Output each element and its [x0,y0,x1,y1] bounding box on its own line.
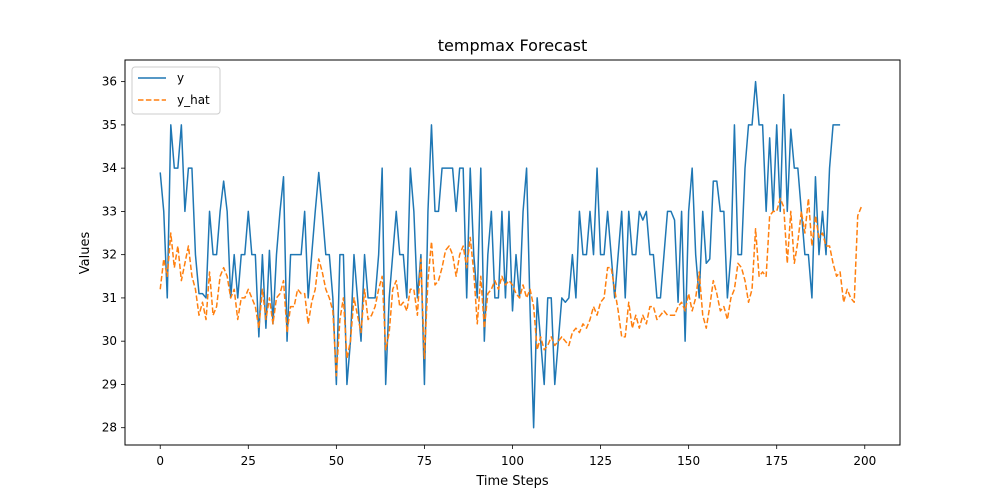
x-tick-label: 0 [156,454,164,468]
x-tick-label: 100 [501,454,524,468]
series-line-y-hat [159,197,862,377]
x-axis-label: Time Steps [475,474,549,489]
y-tick-label: 35 [102,118,117,132]
x-tick-label: 75 [417,454,432,468]
chart-title: tempmax Forecast [438,36,588,55]
y-tick-label: 33 [102,204,117,218]
x-tick-label: 25 [241,454,256,468]
x-tick-label: 150 [677,454,700,468]
y-tick-label: 34 [102,161,117,175]
legend-label-y: y [177,71,184,85]
x-axis: 0 25 50 75 100 125 150 175 200 [156,445,876,468]
x-tick-label: 200 [853,454,876,468]
y-tick-label: 29 [102,377,117,391]
y-axis: 28 29 30 31 32 33 34 35 36 [102,75,125,435]
legend-label-y-hat: y_hat [177,93,210,107]
y-tick-label: 36 [102,75,117,89]
series-line-y [159,80,841,429]
y-axis-label: Values [78,232,93,275]
plot-area [159,80,862,429]
legend: y y_hat [131,66,221,115]
x-tick-label: 175 [765,454,788,468]
y-tick-label: 31 [102,291,117,305]
x-tick-label: 50 [329,454,344,468]
y-tick-label: 30 [102,334,117,348]
x-tick-label: 125 [589,454,612,468]
y-tick-label: 32 [102,248,117,262]
y-tick-label: 28 [102,421,117,435]
